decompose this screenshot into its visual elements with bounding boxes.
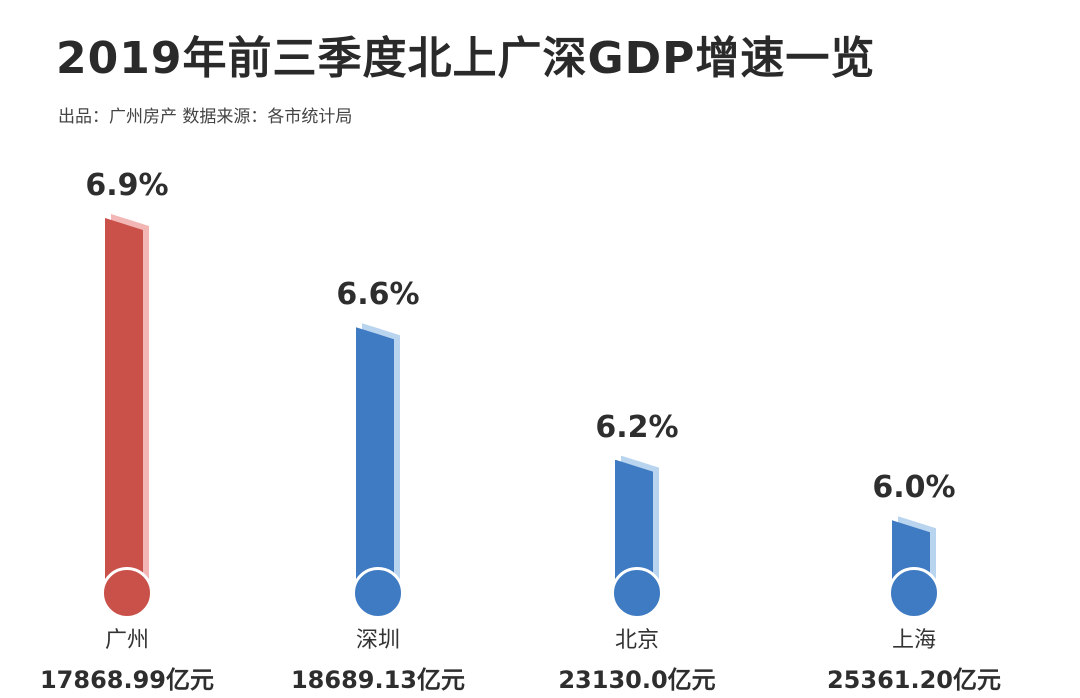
city-label: 广州 [104,628,149,653]
growth-rate-label: 6.2% [595,409,679,445]
gdp-value-label: 18689.13亿元 [290,666,465,694]
city-label: 深圳 [355,628,400,653]
gdp-value-label: 23130.0亿元 [558,666,716,694]
thermometer-bulb [611,567,663,619]
growth-rate-label: 6.0% [872,470,956,506]
city-label: 上海 [891,628,936,653]
thermometer-bulb [888,567,940,619]
gdp-value-label: 17868.99亿元 [39,666,214,694]
thermometer-bulb [101,567,153,619]
gdp-value-label: 25361.20亿元 [826,666,1001,694]
growth-rate-label: 6.9% [85,168,169,203]
thermometer-bulb [352,567,404,619]
chart-title: 2019年前三季度北上广深GDP增速一览 [56,33,876,84]
thermometer-tube [356,323,400,590]
city-label: 北京 [614,628,659,653]
growth-rate-label: 6.6% [336,277,420,313]
chart-subtitle: 出品：广州房产 数据来源：各市统计局 [58,107,353,127]
thermometer-tube [105,214,149,590]
